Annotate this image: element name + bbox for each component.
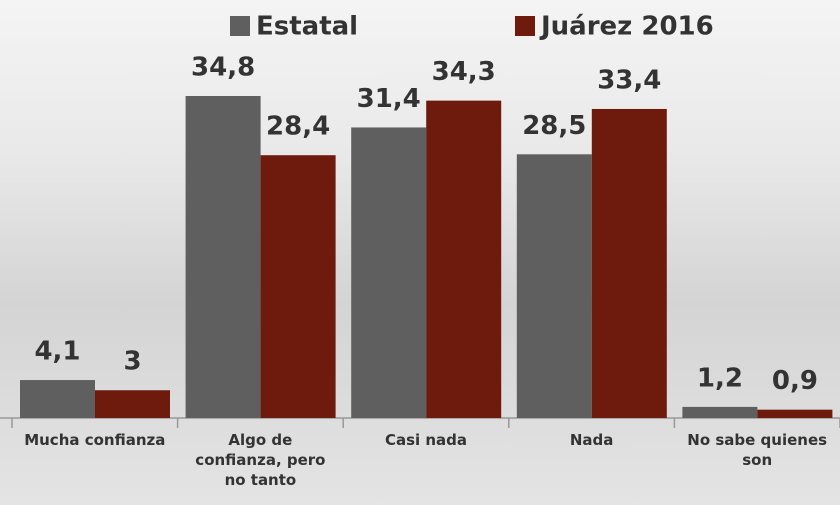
bar [682, 406, 758, 418]
x-tick-label: Algo de confianza, pero no tanto [195, 431, 326, 489]
bar [351, 127, 427, 418]
x-tick-label: Casi nada [384, 431, 468, 449]
bar [95, 390, 170, 418]
bar [260, 155, 336, 418]
value-label: 33,4 [597, 65, 661, 95]
value-label: 0,9 [772, 366, 818, 396]
value-label: 28,5 [522, 111, 586, 141]
value-label: 4,1 [34, 337, 80, 367]
x-tick-label: Nada [569, 431, 614, 449]
value-label: 34,3 [432, 57, 496, 87]
value-label: 1,2 [697, 363, 743, 393]
legend-swatch [230, 16, 250, 36]
value-label: 3 [123, 347, 141, 377]
x-tick-label: Mucha confianza [24, 431, 166, 449]
bar [20, 380, 95, 418]
bar [185, 96, 261, 418]
bar [591, 108, 667, 418]
legend-label: Juárez 2016 [539, 12, 714, 42]
value-label: 28,4 [266, 112, 330, 142]
legend-label: Estatal [256, 12, 358, 42]
value-label: 34,8 [191, 53, 255, 83]
legend-swatch [515, 16, 535, 36]
bar [516, 154, 592, 419]
bar [426, 100, 502, 418]
value-label: 31,4 [357, 84, 421, 114]
x-tick-label: No sabe quienes son [687, 431, 828, 469]
bar [757, 409, 833, 418]
